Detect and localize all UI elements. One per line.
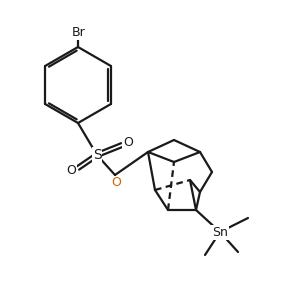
Text: Br: Br [72, 26, 86, 38]
Text: O: O [66, 164, 76, 177]
Text: S: S [93, 148, 101, 162]
Text: Sn: Sn [212, 226, 228, 238]
Text: O: O [123, 137, 133, 150]
Text: O: O [111, 177, 121, 189]
